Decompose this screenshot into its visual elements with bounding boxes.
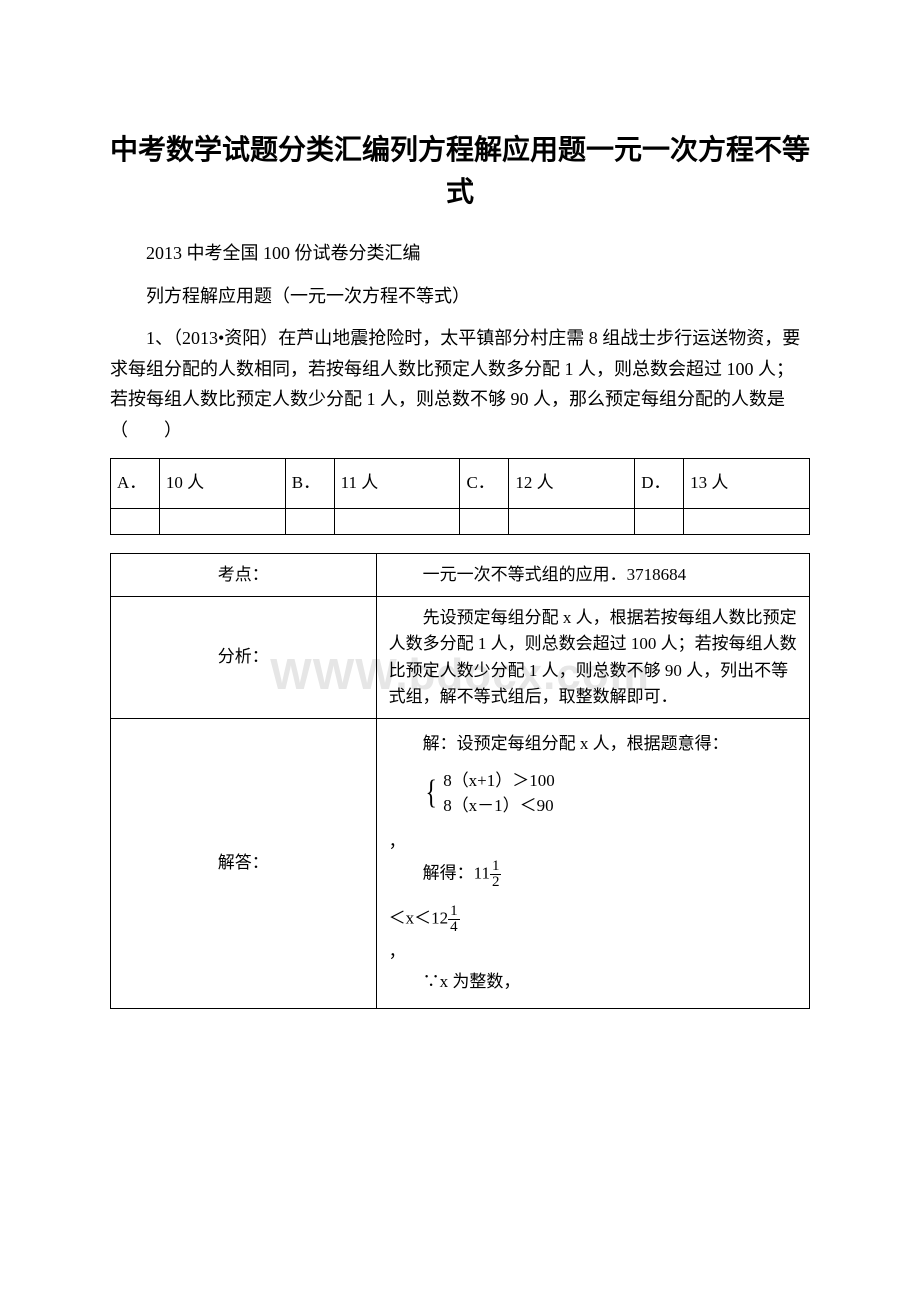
option-d-letter: D． <box>635 458 684 508</box>
jieda-since: ∵x 为整数， <box>389 969 797 995</box>
frac1-num: 1 <box>490 859 502 875</box>
detail-row-jieda: 解答： 解：设预定每组分配 x 人，根据题意得： { 8（x+1）＞100 8（… <box>111 719 810 1008</box>
option-b-letter: B． <box>285 458 334 508</box>
options-table: A． 10 人 B． 11 人 C． 12 人 D． 13 人 <box>110 458 810 535</box>
jieda-solve-prefix: 解得：11 <box>389 863 490 882</box>
options-empty-row <box>111 508 810 534</box>
jieda-eq2: 8（x－1）＜90 <box>443 796 554 815</box>
frac2-num: 1 <box>448 904 460 920</box>
kaodian-content: 一元一次不等式组的应用．3718684 <box>376 553 809 596</box>
detail-row-fenxi: 分析： 先设预定每组分配 x 人，根据若按每组人数比预定人数多分配 1 人，则总… <box>111 596 810 718</box>
detail-table: 考点： 一元一次不等式组的应用．3718684 分析： 先设预定每组分配 x 人… <box>110 553 810 1009</box>
fraction-1: 12 <box>490 859 502 890</box>
option-d-text: 13 人 <box>684 458 810 508</box>
kaodian-label: 考点： <box>111 553 377 596</box>
question-text: 1、（2013•资阳）在芦山地震抢险时，太平镇部分村庄需 8 组战士步行运送物资… <box>110 323 810 445</box>
jieda-lt-prefix: ＜x＜12 <box>389 908 449 927</box>
jieda-label: 解答： <box>111 719 377 1008</box>
subtitle-2: 列方程解应用题（一元一次方程不等式） <box>110 281 810 312</box>
fenxi-label: 分析： <box>111 596 377 718</box>
fraction-2: 14 <box>448 904 460 935</box>
jieda-solve: 解得：1112 <box>389 859 797 890</box>
jieda-range: ＜x＜1214 <box>389 904 797 935</box>
jieda-equations: { 8（x+1）＞100 8（x－1）＜90 <box>389 768 797 819</box>
page-title: 中考数学试题分类汇编列方程解应用题一元一次方程不等式 <box>110 130 810 214</box>
jieda-comma2: ， <box>389 939 797 965</box>
option-c-letter: C． <box>460 458 509 508</box>
option-b-text: 11 人 <box>334 458 460 508</box>
option-a-letter: A． <box>111 458 160 508</box>
brace-icon: { <box>425 776 436 810</box>
jieda-eq1: 8（x+1）＞100 <box>443 771 555 790</box>
jieda-content: 解：设预定每组分配 x 人，根据题意得： { 8（x+1）＞100 8（x－1）… <box>376 719 809 1008</box>
option-c-text: 12 人 <box>509 458 635 508</box>
option-a-text: 10 人 <box>159 458 285 508</box>
jieda-line1: 解：设预定每组分配 x 人，根据题意得： <box>389 731 797 757</box>
frac2-den: 4 <box>448 920 460 935</box>
frac1-den: 2 <box>490 875 502 890</box>
document-content: 中考数学试题分类汇编列方程解应用题一元一次方程不等式 2013 中考全国 100… <box>110 130 810 1009</box>
detail-row-kaodian: 考点： 一元一次不等式组的应用．3718684 <box>111 553 810 596</box>
jieda-comma1: ， <box>389 829 797 855</box>
options-row: A． 10 人 B． 11 人 C． 12 人 D． 13 人 <box>111 458 810 508</box>
fenxi-content: 先设预定每组分配 x 人，根据若按每组人数比预定人数多分配 1 人，则总数会超过… <box>376 596 809 718</box>
subtitle-1: 2013 中考全国 100 份试卷分类汇编 <box>110 238 810 269</box>
